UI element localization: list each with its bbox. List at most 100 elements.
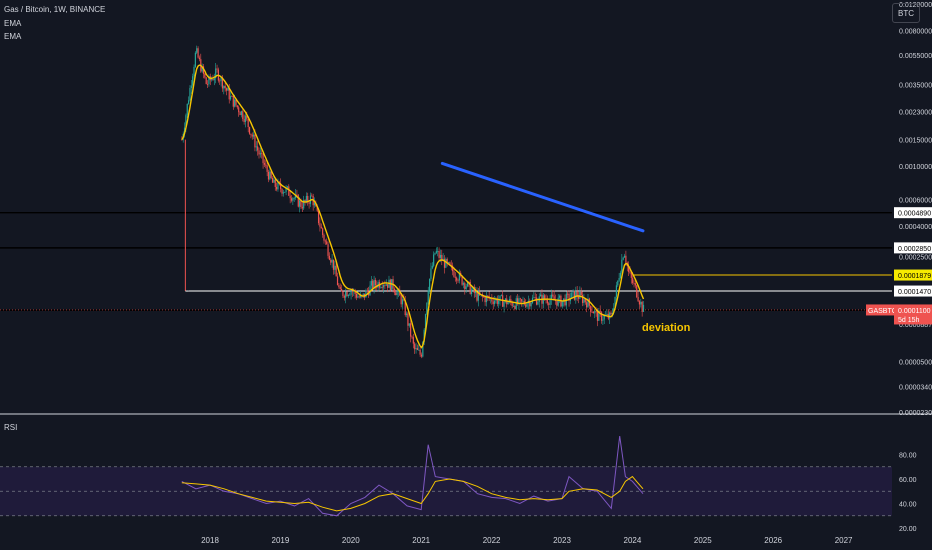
candle-body	[219, 80, 221, 82]
price-tick-label: 0.0055000	[899, 53, 932, 60]
candle-body	[396, 291, 398, 296]
candle-body	[642, 304, 645, 312]
countdown-label: 5d 15h	[898, 317, 920, 324]
candle-body	[288, 186, 290, 196]
candle-body	[350, 290, 352, 295]
candle-body	[322, 228, 324, 235]
candle-body	[602, 319, 604, 321]
candle-body	[573, 290, 576, 300]
candle-body	[476, 291, 478, 301]
candle-body	[518, 298, 520, 305]
current-price-badge	[894, 304, 932, 325]
candle-body	[244, 115, 247, 122]
candle-body	[248, 127, 251, 134]
candle-body	[269, 171, 271, 180]
candle-body	[340, 288, 343, 292]
candle-body	[475, 291, 477, 294]
candle-body	[477, 291, 479, 301]
candle-body	[347, 294, 349, 297]
candle-body	[572, 290, 574, 293]
candle-body	[548, 303, 550, 305]
candle-body	[550, 294, 553, 300]
candle-body	[251, 134, 253, 137]
candle-body	[522, 300, 524, 302]
candle-body	[243, 118, 245, 122]
price-axis: 0.0120000 0.0080000 0.0055000 0.0035000 0.00…	[899, 2, 932, 417]
candle-body	[308, 202, 310, 204]
candle-body	[581, 294, 584, 303]
candle-body	[544, 295, 546, 300]
ema-indicator-label-2[interactable]: EMA	[4, 32, 22, 41]
candle-body	[342, 291, 344, 297]
candle-body	[358, 296, 360, 298]
candle-body	[415, 348, 417, 350]
candle-body	[458, 272, 460, 281]
time-tick-label: 2027	[835, 536, 853, 545]
candle-body	[208, 76, 210, 85]
candle-body	[330, 259, 332, 263]
candle-body	[258, 150, 260, 155]
rsi-label[interactable]: RSI	[4, 423, 18, 432]
candle-body	[514, 305, 516, 309]
candle-body	[571, 292, 573, 299]
candle-body	[357, 296, 359, 298]
price-tick-label: 0.0002500	[899, 254, 932, 261]
candle-body	[545, 299, 547, 301]
candle-body	[411, 336, 413, 338]
candle-body	[280, 183, 282, 190]
candle-body	[229, 95, 232, 100]
candle-body	[282, 192, 284, 194]
candle-body	[252, 134, 255, 137]
rsi-pane	[0, 436, 892, 517]
candle-body	[625, 255, 627, 263]
candle-body	[400, 295, 402, 305]
candle-body	[430, 268, 432, 279]
candle-body	[549, 299, 551, 305]
candle-body	[500, 295, 502, 297]
price-tick-label: 0.0010000	[899, 164, 932, 171]
candle-body	[247, 119, 249, 128]
candle-body	[558, 295, 561, 298]
candle-body	[633, 282, 635, 284]
candle-body	[487, 295, 489, 297]
candle-body	[583, 299, 585, 303]
symbol-title[interactable]: Gas / Bitcoin, 1W, BINANCE	[4, 5, 106, 14]
candle-body	[632, 277, 634, 283]
candle-body	[634, 283, 636, 286]
candle-body	[598, 310, 600, 321]
candle-body	[603, 315, 605, 320]
candle-body	[628, 265, 630, 272]
deviation-annotation: deviation	[642, 322, 691, 334]
price-tick-label: 0.0120000	[899, 2, 932, 9]
candle-body	[296, 194, 298, 196]
candle-body	[285, 187, 287, 192]
candle-body	[533, 297, 535, 299]
price-tick-label: 0.0000340	[899, 385, 932, 392]
price-tick-label: 0.0006000	[899, 197, 932, 204]
price-level-badge	[894, 242, 932, 254]
candle-body	[359, 295, 362, 298]
candle-body	[372, 280, 374, 289]
candle-body	[484, 296, 486, 303]
price-level-badge	[894, 269, 932, 281]
candle-body	[290, 198, 293, 201]
candle-body	[292, 198, 294, 201]
candle-body	[339, 287, 341, 289]
candle-body	[456, 277, 458, 281]
candle-body	[515, 298, 517, 309]
candle-body	[317, 210, 320, 224]
currency-button[interactable]: BTC	[892, 3, 920, 23]
candle-body	[389, 279, 391, 291]
candle-body	[507, 302, 509, 305]
candle-body	[529, 300, 531, 307]
candle-body	[273, 179, 275, 183]
candle-body	[293, 197, 295, 199]
candle-body	[323, 234, 325, 241]
candle-body	[530, 303, 532, 307]
candle-body	[220, 77, 222, 81]
ema-indicator-label-1[interactable]: EMA	[4, 19, 22, 28]
candle-body	[435, 251, 437, 253]
candle-body	[408, 323, 410, 326]
candle-body	[232, 96, 234, 107]
